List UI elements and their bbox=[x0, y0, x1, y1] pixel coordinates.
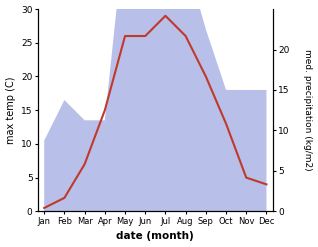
Y-axis label: max temp (C): max temp (C) bbox=[5, 76, 16, 144]
X-axis label: date (month): date (month) bbox=[116, 231, 194, 242]
Y-axis label: med. precipitation (kg/m2): med. precipitation (kg/m2) bbox=[303, 49, 313, 171]
